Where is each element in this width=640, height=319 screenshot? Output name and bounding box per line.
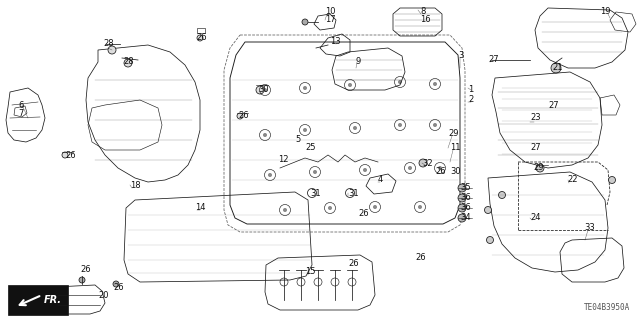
Circle shape <box>108 46 116 54</box>
Circle shape <box>499 191 506 198</box>
Text: 14: 14 <box>195 203 205 211</box>
Text: 7: 7 <box>18 108 24 117</box>
Text: 4: 4 <box>378 175 383 184</box>
Text: 30: 30 <box>450 167 461 176</box>
Circle shape <box>283 208 287 212</box>
Circle shape <box>418 205 422 209</box>
Circle shape <box>328 206 332 210</box>
Text: 13: 13 <box>330 38 340 47</box>
Circle shape <box>609 176 616 183</box>
Text: 26: 26 <box>65 151 76 160</box>
Circle shape <box>433 123 437 127</box>
Text: 16: 16 <box>420 16 431 25</box>
Text: TE04B3950A: TE04B3950A <box>584 303 630 312</box>
Circle shape <box>398 80 402 84</box>
Text: 8: 8 <box>420 8 426 17</box>
Circle shape <box>353 126 357 130</box>
Text: 36: 36 <box>460 204 471 212</box>
Circle shape <box>458 184 466 192</box>
Circle shape <box>303 86 307 90</box>
Text: 26: 26 <box>358 209 369 218</box>
Circle shape <box>256 86 264 94</box>
Text: 21: 21 <box>552 63 563 72</box>
Text: 3: 3 <box>458 50 463 60</box>
Circle shape <box>263 88 267 92</box>
Text: 31: 31 <box>348 189 358 197</box>
Text: 25: 25 <box>305 144 316 152</box>
Text: 29: 29 <box>448 129 458 137</box>
Text: 19: 19 <box>600 8 611 17</box>
Text: 31: 31 <box>310 189 321 197</box>
Circle shape <box>113 281 119 287</box>
Circle shape <box>302 19 308 25</box>
Circle shape <box>551 63 561 73</box>
Text: 12: 12 <box>278 155 289 165</box>
Text: 33: 33 <box>584 224 595 233</box>
Text: 27: 27 <box>530 144 541 152</box>
Text: 10: 10 <box>325 8 335 17</box>
Circle shape <box>458 214 466 222</box>
Circle shape <box>124 59 132 67</box>
Circle shape <box>313 170 317 174</box>
Text: 20: 20 <box>98 291 109 300</box>
Text: 30: 30 <box>258 85 269 94</box>
Circle shape <box>433 82 437 86</box>
Circle shape <box>458 204 466 212</box>
Polygon shape <box>8 285 68 315</box>
Text: 5: 5 <box>295 136 300 145</box>
Circle shape <box>303 128 307 132</box>
Text: 24: 24 <box>530 213 541 222</box>
Circle shape <box>79 277 85 283</box>
Circle shape <box>237 113 243 119</box>
Text: 23: 23 <box>530 114 541 122</box>
Circle shape <box>373 205 377 209</box>
Text: 15: 15 <box>305 268 316 277</box>
Circle shape <box>348 83 352 87</box>
Text: 26: 26 <box>80 265 91 275</box>
Text: 11: 11 <box>450 143 461 152</box>
Text: 26: 26 <box>196 33 207 42</box>
Text: 35: 35 <box>460 183 470 192</box>
Circle shape <box>62 152 68 158</box>
Text: 17: 17 <box>325 16 335 25</box>
Text: 36: 36 <box>460 194 471 203</box>
Circle shape <box>419 159 427 167</box>
Circle shape <box>486 236 493 243</box>
Circle shape <box>263 133 267 137</box>
Text: 1: 1 <box>468 85 473 94</box>
Text: 26: 26 <box>435 167 445 176</box>
Text: 32: 32 <box>422 159 433 167</box>
Text: 27: 27 <box>488 56 499 64</box>
Text: 26: 26 <box>113 283 124 292</box>
Text: 29: 29 <box>533 164 543 173</box>
Text: 6: 6 <box>18 100 24 109</box>
Text: 28: 28 <box>123 57 134 66</box>
Text: 26: 26 <box>238 112 248 121</box>
Text: 26: 26 <box>415 254 426 263</box>
Circle shape <box>363 168 367 172</box>
Circle shape <box>536 164 544 172</box>
Text: 18: 18 <box>130 181 141 189</box>
Text: 27: 27 <box>548 100 559 109</box>
Circle shape <box>408 166 412 170</box>
Text: 2: 2 <box>468 95 473 105</box>
Circle shape <box>398 123 402 127</box>
Text: 34: 34 <box>460 213 470 222</box>
Circle shape <box>438 166 442 170</box>
Text: 26: 26 <box>348 258 358 268</box>
Circle shape <box>484 206 492 213</box>
Circle shape <box>458 194 466 202</box>
Text: 28: 28 <box>103 40 114 48</box>
Circle shape <box>197 35 203 41</box>
Text: 9: 9 <box>355 57 360 66</box>
Text: FR.: FR. <box>44 295 62 305</box>
Text: 22: 22 <box>567 175 577 184</box>
Circle shape <box>268 173 272 177</box>
